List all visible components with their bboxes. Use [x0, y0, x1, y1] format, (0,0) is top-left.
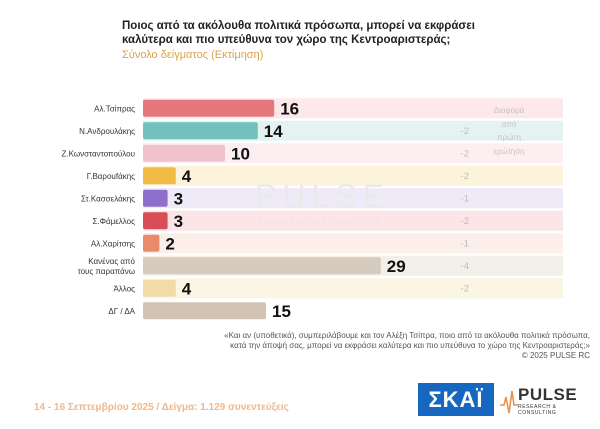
title-line: Ποιος από τα ακόλουθα πολιτικά πρόσωπα, … — [122, 20, 475, 32]
bar — [143, 189, 168, 207]
category-label: Ν.Ανδρουλάκης — [79, 127, 135, 136]
bar — [143, 122, 258, 140]
footnote-line: © 2025 PULSE RC — [521, 351, 590, 360]
pulse-logo-tagline: RESEARCH & CONSULTING — [518, 404, 557, 416]
pulse-logo-name: PULSE — [518, 385, 578, 404]
chart-title: Ποιος από τα ακόλουθα πολιτικά πρόσωπα, … — [122, 19, 502, 47]
footnote-line: κατά την άποψή σας, μπορεί να εκφράσει κ… — [230, 341, 590, 350]
data-label: 14 — [264, 122, 283, 141]
difference-label: -2 — [461, 283, 469, 294]
bar — [143, 144, 225, 162]
row-background — [143, 143, 563, 164]
row-background — [143, 233, 563, 254]
data-label: 4 — [182, 167, 192, 186]
category-label: Ζ.Κωνσταντοπούλου — [61, 149, 135, 158]
difference-label: -2 — [461, 171, 469, 182]
category-label: Αλ.Τσίπρας — [94, 104, 135, 113]
category-label: Αλ.Χαρίτσης — [91, 239, 135, 248]
data-label: 16 — [280, 99, 299, 118]
data-label: 15 — [272, 302, 291, 321]
data-label: 2 — [165, 234, 174, 253]
bar-chart: PULSE RESEARCH & CONSULTING Αλ.Τσίπρας 16 Ν.… — [61, 98, 563, 321]
row-background — [143, 165, 563, 186]
difference-label: -2 — [461, 216, 469, 227]
difference-label: -2 — [461, 126, 469, 137]
bar — [143, 279, 176, 297]
watermark-text: PULSE — [255, 178, 390, 214]
row-background — [143, 278, 563, 299]
bar — [143, 302, 266, 320]
title-line: καλύτερα και πιο υπεύθυνα τον χώρο της Κ… — [122, 34, 451, 46]
difference-label: -4 — [461, 261, 469, 272]
diff-header-line: πρώτη — [497, 133, 521, 142]
question-footnote: «Και αν (υποθετικά), συμπεριλάβουμε και … — [60, 331, 590, 361]
diff-header-line: ερώτηση — [493, 146, 525, 156]
pulse-wave-icon — [500, 390, 518, 414]
row-background — [143, 210, 563, 231]
difference-label: -1 — [461, 238, 469, 249]
category-label: Άλλος — [113, 284, 135, 293]
skai-logo: ΣΚΑΪ — [418, 383, 494, 416]
category-label: ΔΓ / ΔΑ — [108, 307, 135, 316]
difference-column-header: Διαφορά από πρώτη ερώτηση — [480, 104, 538, 158]
watermark-tagline: RESEARCH & CONSULTING — [258, 219, 382, 226]
difference-label: -2 — [461, 148, 469, 159]
category-label: Κανένας από — [88, 257, 135, 266]
survey-dates-footer: 14 - 16 Σεπτεμβρίου 2025 / Δείγμα: 1.129… — [34, 402, 289, 413]
bar — [143, 99, 275, 117]
data-label: 3 — [174, 189, 183, 208]
bar — [143, 234, 160, 252]
pulse-logo: PULSE RESEARCH & CONSULTING — [500, 385, 590, 417]
category-label: Στ.Κασσελάκης — [81, 194, 135, 203]
category-label: τους παραπάνω — [78, 267, 135, 276]
data-label: 10 — [231, 144, 250, 163]
chart-subtitle: Σύνολο δείγματος (Εκτίμηση) — [122, 49, 264, 61]
diff-header-line: από — [501, 119, 517, 129]
data-label: 4 — [182, 279, 192, 298]
category-label: Σ.Φάμελλος — [92, 217, 135, 226]
difference-label: -1 — [461, 193, 469, 204]
footnote-line: «Και αν (υποθετικά), συμπεριλάβουμε και … — [224, 331, 590, 340]
bar — [143, 167, 176, 185]
bar — [143, 257, 381, 275]
diff-header-line: Διαφορά — [493, 106, 525, 115]
category-label: Γ.Βαροufάκης — [87, 172, 135, 181]
bar — [143, 212, 168, 230]
data-label: 29 — [387, 257, 406, 276]
row-background — [143, 188, 563, 209]
data-label: 3 — [174, 212, 183, 231]
